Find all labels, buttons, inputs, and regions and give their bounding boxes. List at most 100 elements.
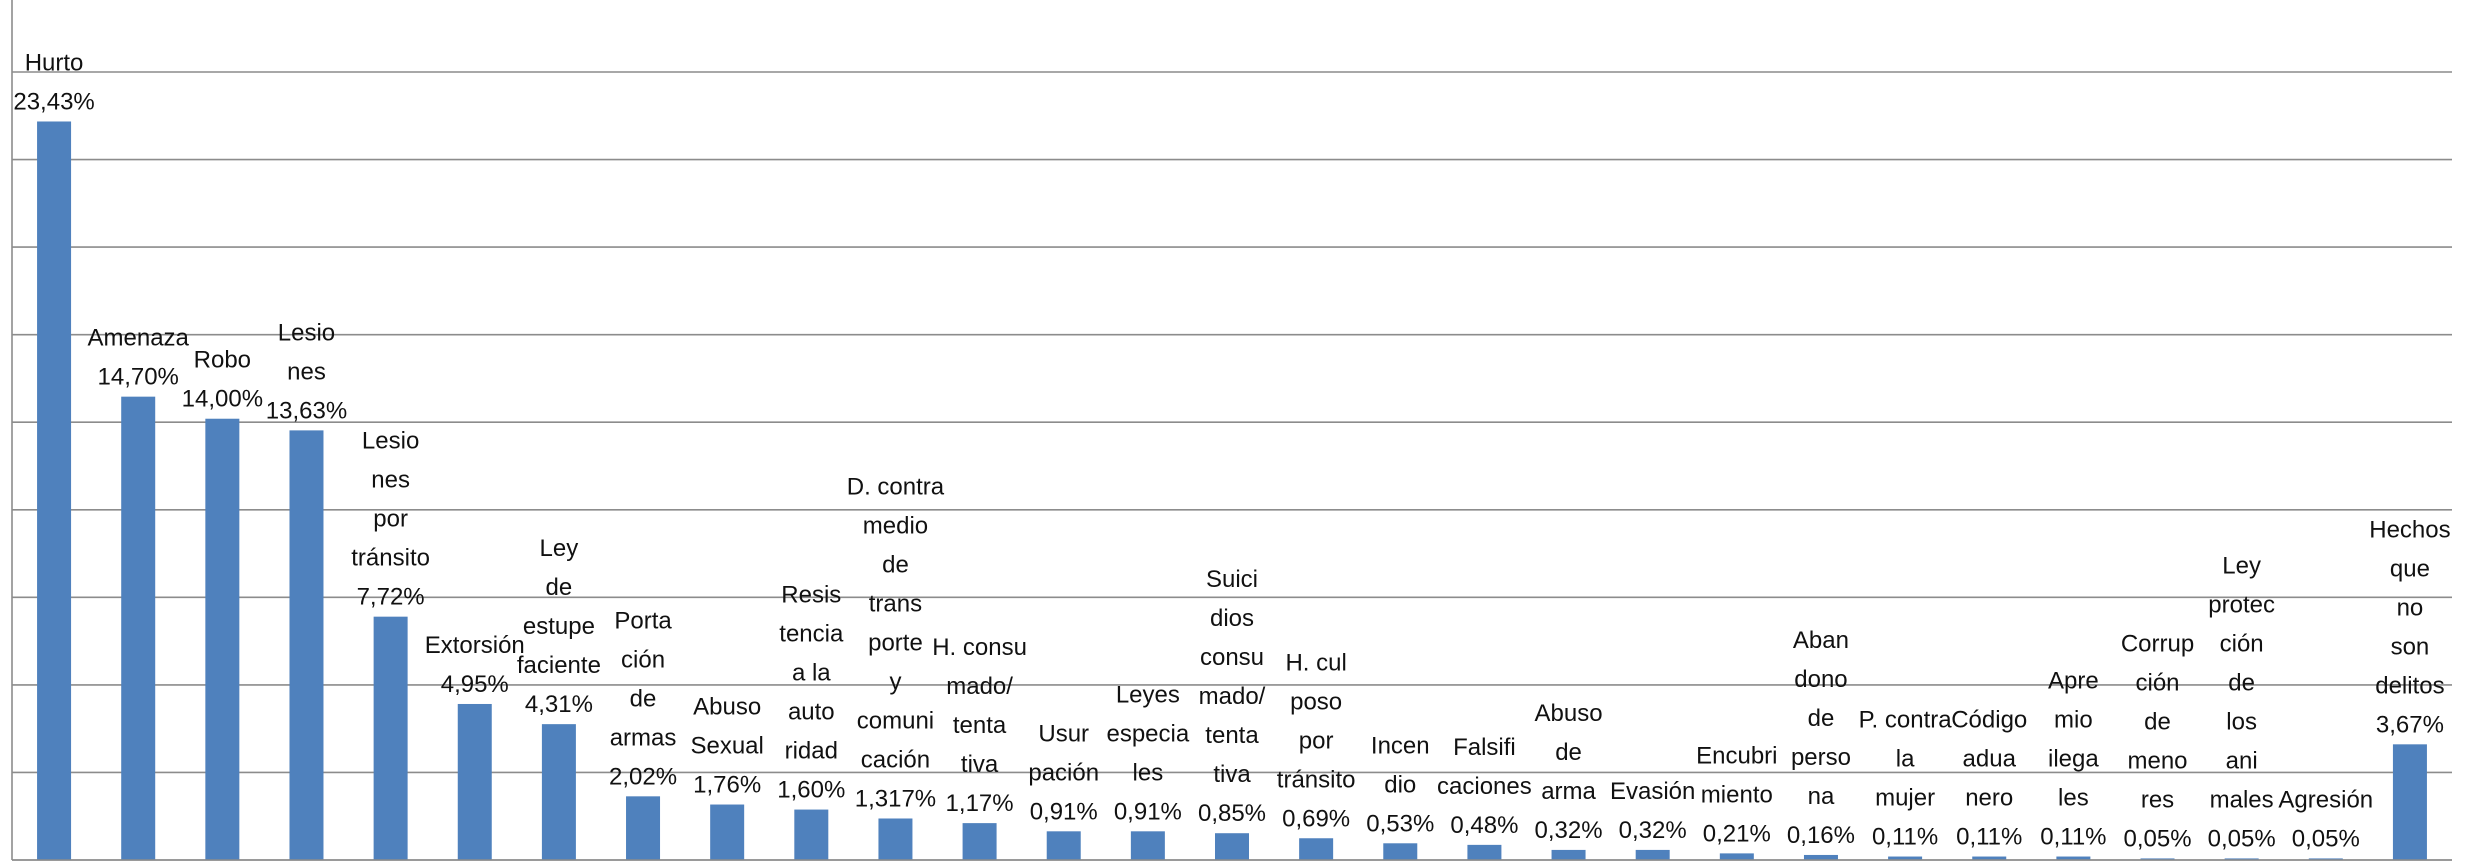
category-label: delitos <box>2375 672 2444 699</box>
value-label: 4,31% <box>525 691 593 718</box>
category-label: de <box>882 551 909 578</box>
category-label: los <box>2226 708 2257 735</box>
category-label: Hurto <box>25 49 84 76</box>
bar <box>710 804 745 860</box>
category-label: D. contra <box>847 473 945 500</box>
value-label: 14,70% <box>98 364 179 391</box>
bar <box>878 818 913 860</box>
bar-label-group: Incen dio 0,53% <box>1366 732 1434 837</box>
value-label: 2,02% <box>609 763 677 790</box>
category-label: tencia <box>779 621 844 648</box>
category-label: tránsito <box>351 545 430 572</box>
bar-label-group: Leyes especia les 0,91% <box>1106 681 1189 825</box>
category-label: Usur <box>1038 720 1089 747</box>
value-label: 0,21% <box>1703 820 1771 847</box>
bar-label-group: Extorsión 4,95% <box>425 632 525 698</box>
category-label: dios <box>1210 605 1254 632</box>
bar-label-group: Abuso de arma 0,32% <box>1535 700 1603 844</box>
bar <box>1888 856 1923 860</box>
bar <box>541 724 576 860</box>
category-label: tenta <box>953 712 1007 739</box>
value-label: 0,53% <box>1366 810 1434 837</box>
bar <box>1299 838 1334 860</box>
bars <box>37 121 2427 861</box>
value-label: 0,11% <box>1956 824 2022 851</box>
category-label: Agresión <box>2278 786 2373 813</box>
bar <box>373 616 408 860</box>
category-label: Sexual <box>690 733 763 760</box>
category-label: consu <box>1200 644 1264 671</box>
bar-label-group: Encubri miento 0,21% <box>1696 742 1777 847</box>
value-label: 1,317% <box>855 785 936 812</box>
category-label: Incen <box>1371 732 1430 759</box>
value-label: 0,05% <box>2123 825 2191 852</box>
bar <box>1719 853 1754 860</box>
bar-label-group: H. consu mado/tenta tiva 1,17% <box>932 634 1027 817</box>
category-label: nes <box>287 358 326 385</box>
gridlines <box>12 71 2452 861</box>
category-label: males <box>2210 786 2274 813</box>
category-label: H. cul <box>1285 649 1346 676</box>
category-label: Porta <box>614 607 672 634</box>
category-label: protec <box>2208 591 2275 618</box>
category-label: cación <box>861 746 930 773</box>
category-label: nero <box>1965 785 2013 812</box>
bar <box>962 823 997 860</box>
bar-label-group: Agresión 0,05% <box>2278 786 2373 852</box>
category-label: dio <box>1384 771 1416 798</box>
value-label: 4,95% <box>441 671 509 698</box>
value-label: 13,63% <box>266 397 347 424</box>
bar <box>1215 833 1249 860</box>
bar <box>121 396 156 860</box>
category-label: y <box>889 668 901 695</box>
bar <box>2056 856 2091 860</box>
category-label: de <box>1555 739 1582 766</box>
value-label: 0,85% <box>1198 800 1266 827</box>
category-label: ción <box>2220 630 2264 657</box>
category-label: tenta <box>1205 722 1259 749</box>
category-label: a la <box>792 660 831 687</box>
value-label: 0,16% <box>1787 822 1855 849</box>
category-label: auto <box>788 699 835 726</box>
value-label: 0,48% <box>1450 812 1518 839</box>
category-label: la <box>1896 746 1915 773</box>
category-label: P. contra <box>1859 707 1953 734</box>
category-label: mado/ <box>946 673 1013 700</box>
value-label: 0,32% <box>1619 817 1687 844</box>
category-label: H. consu <box>932 634 1027 661</box>
bar-label-group: Robo 14,00% <box>182 347 263 413</box>
category-label: Hechos <box>2369 516 2450 543</box>
category-label: ridad <box>785 738 838 765</box>
category-label: mujer <box>1875 785 1935 812</box>
category-label: adua <box>1963 746 2017 773</box>
category-label: tiva <box>961 751 999 778</box>
category-label: ilega <box>2048 746 2099 773</box>
category-label: de <box>2144 708 2171 735</box>
category-label: mio <box>2054 707 2093 734</box>
bar <box>457 703 492 860</box>
category-label: mado/ <box>1199 683 1266 710</box>
category-label: Código <box>1951 707 2027 734</box>
bar <box>794 809 829 860</box>
bar <box>1130 831 1165 860</box>
category-label: especia <box>1106 720 1189 747</box>
bar <box>1635 849 1670 860</box>
bar-label-group: Ley protec ción de los ani males 0,05% <box>2208 552 2276 852</box>
category-label: perso <box>1791 744 1851 771</box>
bar-label-group: Hurto 23,43% <box>13 49 94 115</box>
category-label: Falsifi <box>1453 734 1516 761</box>
value-label: 1,76% <box>693 772 761 799</box>
category-label: miento <box>1701 781 1773 808</box>
category-label: armas <box>610 724 677 751</box>
bar <box>626 796 661 860</box>
category-label: Evasión <box>1610 778 1695 805</box>
category-label: por <box>1299 727 1334 754</box>
bar-label-group: Apre mio ilega les 0,11% <box>2040 668 2106 851</box>
value-label: 1,17% <box>946 790 1014 817</box>
category-label: son <box>2391 633 2430 660</box>
bar <box>1972 856 2007 860</box>
category-label: de <box>630 685 657 712</box>
value-label: 0,05% <box>2292 825 2360 852</box>
bar-label-group: Lesio nes 13,63% <box>266 319 347 424</box>
